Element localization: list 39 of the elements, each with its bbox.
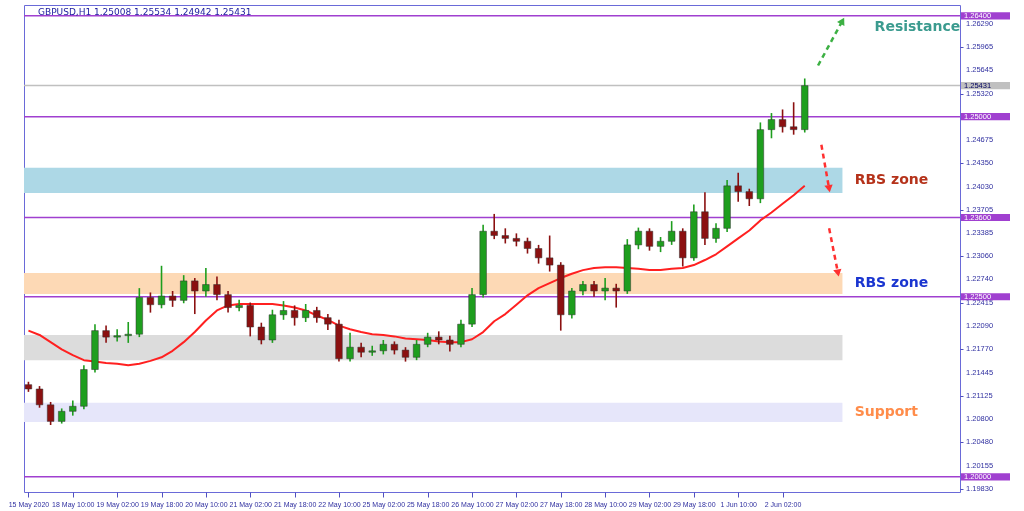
candlestick <box>612 283 620 309</box>
chart-title: GBPUSD,H1 1.25008 1.25534 1.24942 1.25431 <box>38 7 252 17</box>
candlestick <box>180 274 188 305</box>
candlestick <box>191 277 199 315</box>
candlestick <box>202 267 210 298</box>
candlestick <box>302 303 310 323</box>
line-series <box>27 184 806 367</box>
candlestick <box>47 401 55 426</box>
candlestick <box>146 291 154 314</box>
candlestick <box>157 264 166 310</box>
candlestick <box>546 234 554 273</box>
candlestick <box>734 172 742 203</box>
text: Resistance <box>874 18 961 35</box>
candlestick <box>413 339 421 361</box>
band-label: Support <box>854 403 919 420</box>
candlestick <box>634 226 642 251</box>
candlestick <box>224 290 232 314</box>
candlestick <box>124 321 132 344</box>
candlestick <box>35 385 44 409</box>
candlestick <box>778 108 787 134</box>
candlestick <box>213 275 221 302</box>
band-label: RBS zone <box>854 274 929 291</box>
candlestick <box>113 328 121 343</box>
candlestick <box>346 331 354 363</box>
candlestick <box>790 101 798 136</box>
band-label: RBS zone <box>854 171 929 188</box>
candlestick <box>712 222 720 244</box>
candlestick <box>601 277 609 302</box>
candlestick <box>457 319 465 348</box>
candlestick <box>668 220 676 246</box>
candlestick <box>257 321 265 346</box>
candlestick <box>490 213 498 240</box>
candlestick <box>279 300 288 321</box>
candlestick <box>645 227 654 252</box>
candlestick <box>246 301 254 338</box>
candlestick <box>535 244 543 265</box>
candlestick <box>568 287 576 320</box>
candlestick <box>291 304 299 327</box>
candlestick <box>767 112 776 140</box>
